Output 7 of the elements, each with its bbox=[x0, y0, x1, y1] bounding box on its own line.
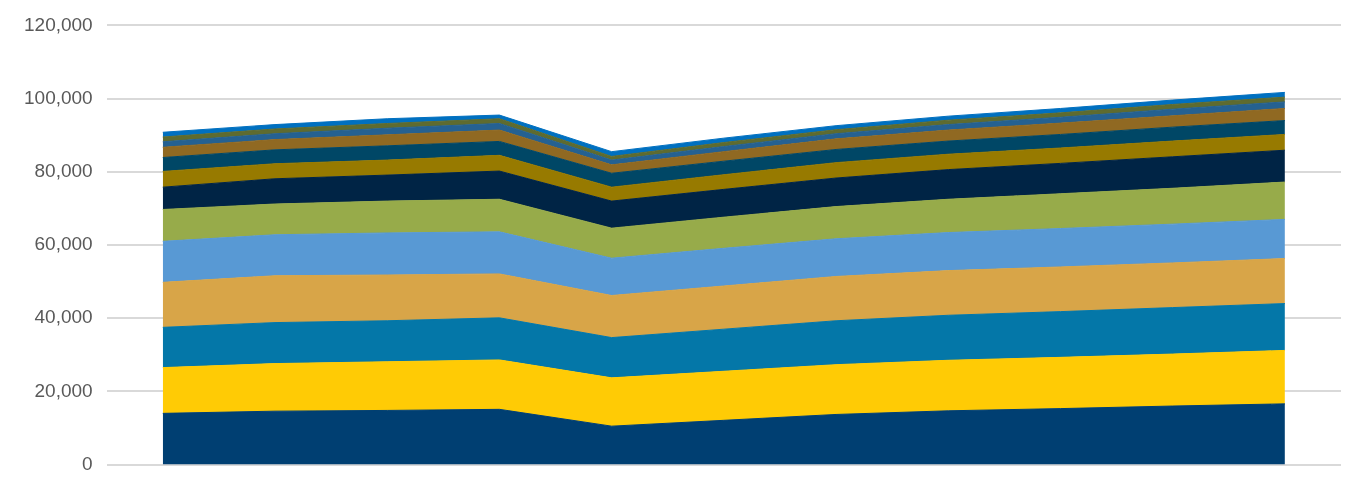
y-tick-label: 20,000 bbox=[34, 379, 93, 401]
y-tick-label: 80,000 bbox=[34, 160, 93, 182]
y-tick-label: 40,000 bbox=[34, 306, 93, 328]
y-tick-label: 60,000 bbox=[34, 233, 93, 255]
y-tick-label: 0 bbox=[82, 452, 93, 474]
y-tick-label: 100,000 bbox=[23, 86, 93, 108]
y-tick-label: 120,000 bbox=[23, 13, 93, 35]
